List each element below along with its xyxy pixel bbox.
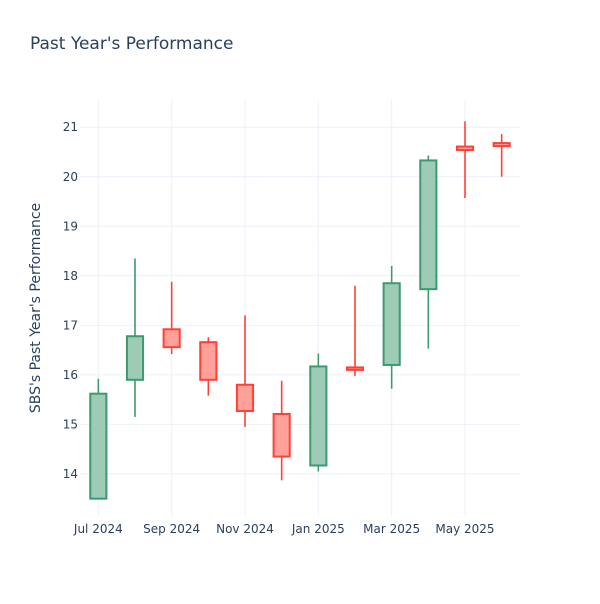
candle-body bbox=[309, 365, 328, 467]
candle-body bbox=[492, 142, 511, 148]
candle-body bbox=[345, 366, 365, 371]
candle-body bbox=[455, 145, 475, 152]
candle bbox=[125, 258, 145, 417]
y-tick-label: 19 bbox=[63, 219, 78, 233]
candle bbox=[89, 378, 108, 500]
x-tick-label: Jul 2024 bbox=[73, 522, 123, 536]
candle-body bbox=[382, 282, 401, 366]
candle bbox=[492, 134, 511, 177]
grid-layer bbox=[80, 100, 520, 516]
x-tick-label: Sep 2024 bbox=[143, 522, 200, 536]
y-tick-label: 18 bbox=[63, 269, 78, 283]
candle bbox=[162, 281, 181, 355]
y-axis-label: SBS's Past Year's Performance bbox=[28, 203, 44, 413]
candle-body bbox=[199, 341, 218, 381]
y-tick-label: 21 bbox=[63, 120, 78, 134]
candle-body bbox=[89, 392, 108, 500]
x-tick-label: May 2025 bbox=[435, 522, 494, 536]
x-tick-label: Jan 2025 bbox=[291, 522, 345, 536]
candle-body bbox=[235, 383, 255, 413]
candle bbox=[235, 315, 255, 427]
candle-body bbox=[419, 159, 438, 291]
candle bbox=[345, 285, 365, 376]
candle bbox=[382, 265, 401, 389]
candle-body bbox=[272, 412, 291, 458]
axis-layer: 14 15 16 17 18 19 20 21 Jul 2024 Sep 2024 Nov 2024… bbox=[28, 120, 495, 536]
candle bbox=[419, 155, 438, 349]
y-tick-label: 15 bbox=[63, 417, 78, 431]
y-tick-label: 17 bbox=[63, 318, 78, 332]
candle bbox=[199, 337, 218, 396]
x-tick-label: Mar 2025 bbox=[363, 522, 420, 536]
candle-layer bbox=[89, 121, 511, 500]
chart-title: Past Year's Performance bbox=[30, 34, 234, 54]
x-tick-label: Nov 2024 bbox=[216, 522, 274, 536]
candle bbox=[309, 353, 328, 472]
candle bbox=[455, 121, 475, 199]
y-tick-label: 16 bbox=[63, 368, 78, 382]
y-tick-label: 14 bbox=[63, 467, 78, 481]
candle bbox=[272, 380, 291, 481]
candle-body bbox=[125, 335, 145, 381]
y-tick-label: 20 bbox=[63, 170, 78, 184]
candle-body bbox=[162, 328, 181, 349]
